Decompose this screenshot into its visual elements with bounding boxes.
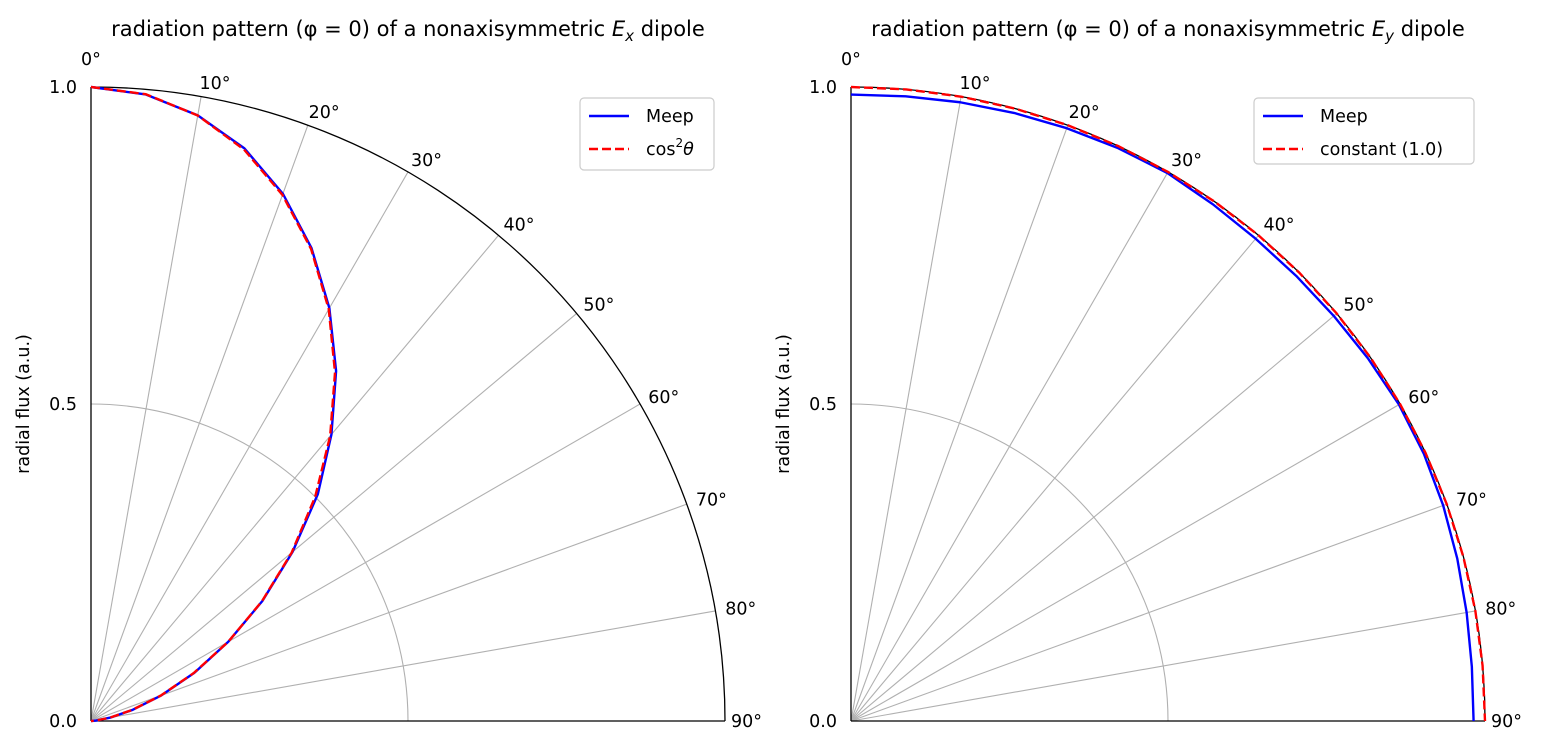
- polar-chart-2: 0° 10° 20° 30° 40° 50° 60° 70° 80° 90° 0.0 0.5 1.0 ra…: [774, 17, 1522, 732]
- r-tick-label: 1.0: [809, 78, 837, 98]
- theta-tick-label: 20°: [309, 103, 340, 123]
- theta-tick-label: 40°: [504, 216, 535, 236]
- chart-title: radiation pattern (φ = 0) of a nonaxisym…: [111, 17, 705, 45]
- r-tick-label: 0.5: [49, 395, 77, 415]
- legend-label: Meep: [646, 107, 694, 127]
- theta-tick-label: 80°: [725, 600, 756, 620]
- theta-tick-label: 90°: [1491, 712, 1522, 732]
- theta-tick-label: 40°: [1264, 216, 1295, 236]
- r-gridline: [90, 403, 409, 722]
- y-axis-label: radial flux (a.u.): [774, 334, 794, 474]
- y-axis-label: radial flux (a.u.): [14, 334, 34, 474]
- theta-tick-label: 20°: [1069, 103, 1100, 123]
- theta-tick-label: 60°: [648, 388, 679, 408]
- theta-tick-label: 30°: [1171, 151, 1202, 171]
- polar-chart-1: 0° 10° 20° 30° 40° 50° 60° 70° 80° 90° 0.0 0.5 1.0 ra…: [14, 17, 762, 732]
- series-line-2: [850, 85, 1487, 722]
- legend-label: cos2θ: [646, 136, 694, 160]
- theta-tick-label: 50°: [583, 296, 614, 316]
- r-tick-label: 0.0: [49, 712, 77, 732]
- theta-tick-label: 0°: [81, 50, 101, 70]
- theta-tick-label: 30°: [411, 151, 442, 171]
- theta-tick-label: 70°: [1456, 490, 1487, 510]
- theta-tick-label: 90°: [731, 712, 762, 732]
- theta-tick-label: 50°: [1343, 296, 1374, 316]
- r-tick-label: 0.5: [809, 395, 837, 415]
- legend-label: constant (1.0): [1320, 140, 1443, 160]
- theta-tick-label: 10°: [960, 74, 991, 94]
- theta-tick-label: 0°: [841, 50, 861, 70]
- legend: Meep cos2θ: [579, 97, 715, 171]
- legend-frame: [1253, 97, 1475, 165]
- r-gridline: [850, 403, 1169, 722]
- outer-arc: [90, 86, 726, 722]
- legend: Meep constant (1.0): [1253, 97, 1475, 165]
- series-line-1: [90, 85, 338, 723]
- theta-tick-label: 10°: [200, 74, 231, 94]
- series-line-2: [90, 85, 337, 723]
- theta-tick-label: 70°: [696, 490, 727, 510]
- r-tick-label: 1.0: [49, 78, 77, 98]
- theta-tick-label: 60°: [1408, 388, 1439, 408]
- theta-tick-label: 80°: [1485, 600, 1516, 620]
- legend-label: Meep: [1320, 107, 1368, 127]
- chart-title: radiation pattern (φ = 0) of a nonaxisym…: [871, 17, 1465, 45]
- series-line-1: [850, 93, 1475, 722]
- r-tick-label: 0.0: [809, 712, 837, 732]
